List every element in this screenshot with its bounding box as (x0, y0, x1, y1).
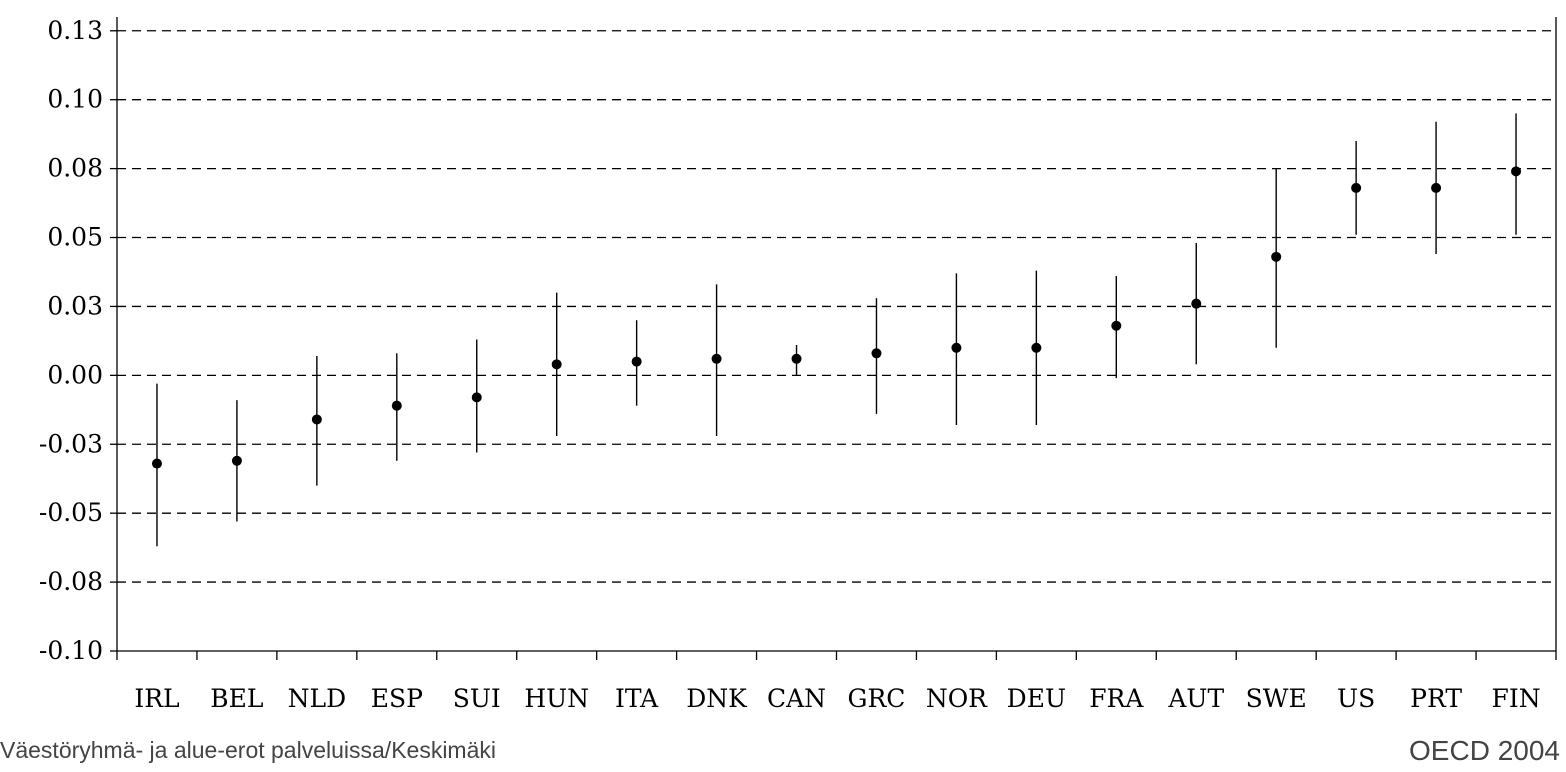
y-tick-label: -0.05 (39, 498, 103, 527)
data-point (1351, 182, 1362, 193)
y-tick-label: 0.03 (47, 291, 103, 320)
y-tick-label: 0.13 (47, 16, 103, 45)
data-point (1031, 342, 1042, 353)
data-point (311, 414, 322, 425)
x-category-label: IRL (134, 684, 179, 713)
y-tick-label: 0.05 (47, 223, 103, 252)
data-point (231, 455, 242, 466)
x-category-label: FRA (1089, 684, 1144, 713)
chart-canvas: 0.13 0.10 0.08 0.05 0.03 0.00 -0.03 -0.05 -0.08 -… (39, 16, 1557, 713)
x-category-label: DEU (1007, 684, 1066, 713)
x-category-label: SWE (1246, 684, 1307, 713)
data-point (551, 359, 562, 370)
data-point (1431, 182, 1442, 193)
data-point (151, 458, 162, 469)
x-category-label: DNK (686, 684, 748, 713)
x-category-label: ITA (615, 684, 659, 713)
data-point (1511, 166, 1522, 177)
data-point (391, 400, 402, 411)
data-point (711, 353, 722, 364)
data-point (951, 342, 962, 353)
x-category-label: BEL (210, 684, 263, 713)
x-category-label: ESP (371, 684, 423, 713)
y-tick-label: -0.10 (39, 636, 103, 665)
x-category-label: FIN (1491, 684, 1540, 713)
y-tick-label: -0.03 (39, 429, 103, 458)
data-point (791, 353, 802, 364)
data-point (1111, 320, 1122, 331)
data-point (871, 348, 882, 359)
y-tick-label: -0.08 (39, 567, 103, 596)
footer-source-text: Väestöryhmä- ja alue-erot palveluissa/Ke… (0, 737, 496, 763)
data-point (471, 392, 482, 403)
x-category-label: SUI (453, 684, 501, 713)
y-tick-label: 0.08 (47, 154, 103, 183)
data-point (631, 356, 642, 367)
data-point (1191, 298, 1202, 309)
x-category-label: NLD (288, 684, 347, 713)
y-tick-label: 0.10 (47, 85, 103, 114)
footer-oecd-text: OECD 2004 (1409, 735, 1560, 766)
x-category-label: GRC (848, 684, 906, 713)
x-category-label: HUN (524, 684, 589, 713)
x-category-label: NOR (926, 684, 988, 713)
data-point (1271, 251, 1282, 262)
x-category-label: PRT (1410, 684, 1462, 713)
x-category-label: US (1337, 684, 1375, 713)
x-category-label: AUT (1167, 684, 1224, 713)
y-tick-label: 0.00 (47, 360, 103, 389)
x-category-label: CAN (767, 684, 826, 713)
